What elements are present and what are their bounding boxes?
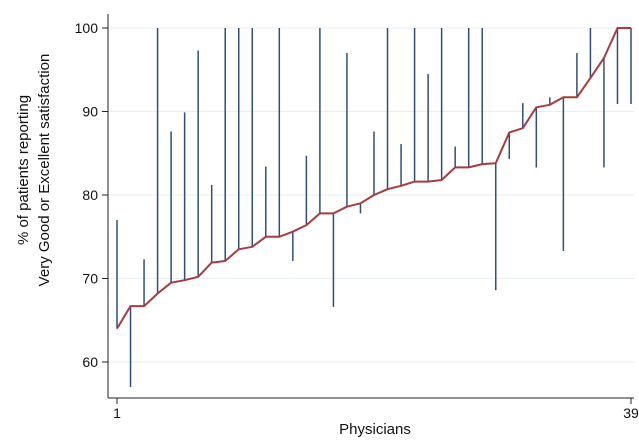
- y-tick-label-60: 60: [82, 354, 98, 370]
- series-line-group: [116, 27, 631, 330]
- y-axis-ticks: 60 70 80 90 100: [75, 20, 108, 370]
- series-line: [116, 27, 631, 330]
- axes: [107, 14, 634, 399]
- y-tick-label-100: 100: [75, 20, 99, 36]
- x-axis-label: Physicians: [339, 421, 411, 438]
- grid: [108, 27, 634, 363]
- y-axis-label-line-1: % of patients reporting: [15, 95, 32, 245]
- y-tick-label-80: 80: [82, 187, 98, 203]
- x-tick-label-39: 39: [623, 405, 639, 421]
- y-tick-label-70: 70: [82, 271, 98, 287]
- x-tick-label-1: 1: [113, 405, 121, 421]
- x-axis-ticks: 1 39: [113, 398, 639, 421]
- y-tick-label-90: 90: [82, 104, 98, 120]
- interval-lines: [116, 28, 632, 388]
- y-axis-label-line-2: Very Good or Excellent satisfaction: [36, 54, 53, 287]
